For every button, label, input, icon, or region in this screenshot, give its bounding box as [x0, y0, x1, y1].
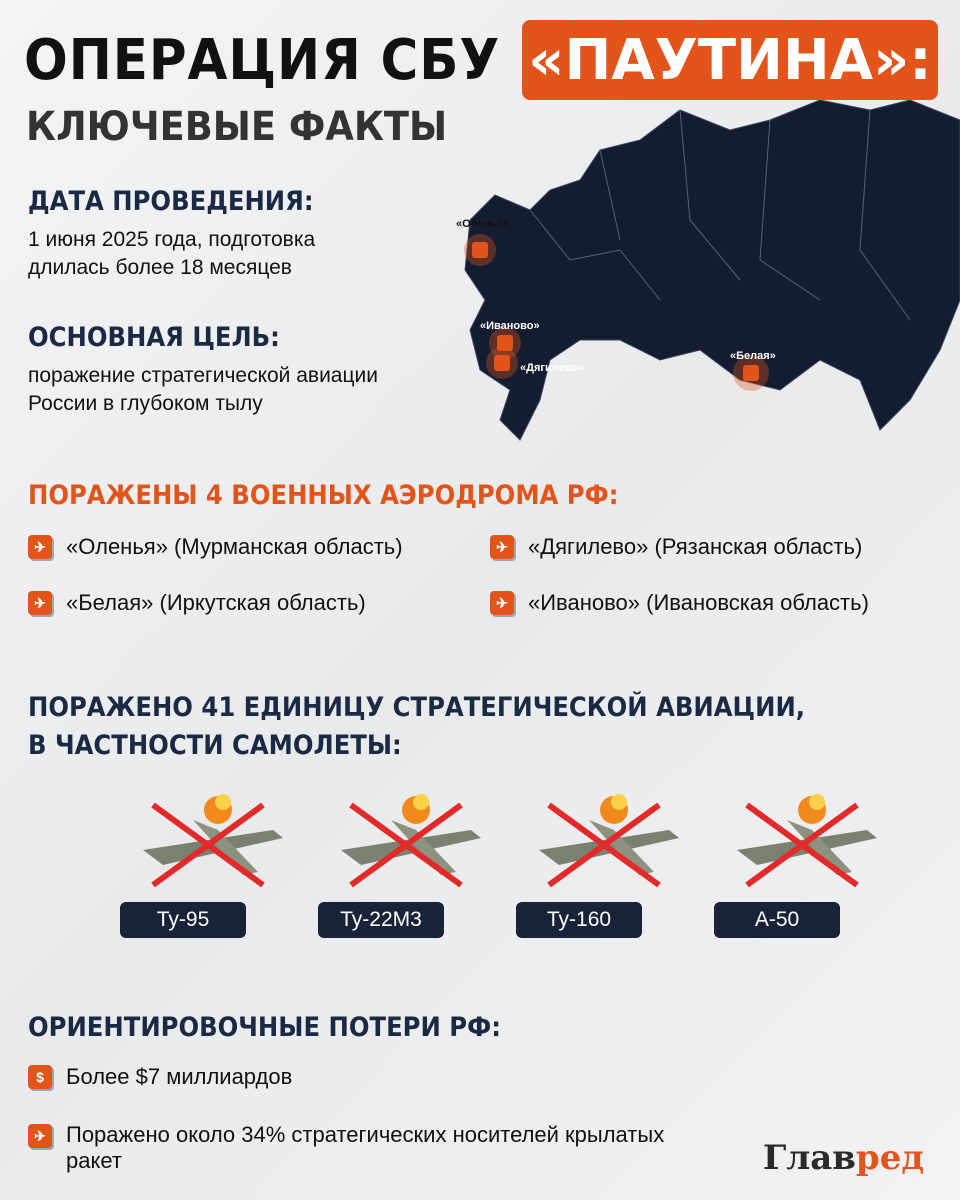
goal-text: поражение стратегической авиации России в… — [28, 364, 378, 415]
plane-label: Ту-22М3 — [318, 902, 444, 938]
title: ОПЕРАЦИЯ СБУ — [24, 28, 501, 93]
plane-image — [341, 794, 481, 888]
plane-label: Ту-95 — [120, 902, 246, 938]
plane-label: Ту-160 — [516, 902, 642, 938]
aircraft-heading: ПОРАЖЕНО 41 ЕДИНИЦУ СТРАТЕГИЧЕСКОЙ АВИАЦ… — [28, 692, 806, 723]
loss-item: $ Более $7 миллиардов — [28, 1064, 292, 1090]
russia-map — [464, 100, 960, 441]
airfield-item: ✈ «Оленья» (Мурманская область) — [28, 534, 403, 560]
map-markers — [464, 234, 769, 391]
airfield-item: ✈ «Иваново» (Ивановская область) — [490, 590, 869, 616]
airfield-item: ✈ «Белая» (Иркутская область) — [28, 590, 366, 616]
airfield-icon: ✈ — [490, 535, 514, 559]
plane-label: А-50 — [714, 902, 840, 938]
map-label-belaya: «Белая» — [730, 350, 776, 362]
airfield-item: ✈ «Дягилево» (Рязанская область) — [490, 534, 862, 560]
date-text: 1 июня 2025 года, подготовка длилась боле… — [28, 228, 316, 279]
goal-heading: ОСНОВНАЯ ЦЕЛЬ: — [28, 322, 280, 353]
loss-item: ✈ Поражено около 34% стратегических носит… — [28, 1122, 664, 1174]
airfield-icon: ✈ — [490, 591, 514, 615]
glavred-logo: Главред — [762, 1138, 924, 1178]
dollar-icon: $ — [28, 1065, 52, 1089]
aircraft-heading-2: В ЧАСТНОСТИ САМОЛЕТЫ: — [28, 730, 402, 761]
map-label-ivanovo: «Иваново» — [480, 320, 540, 332]
airfield-icon: ✈ — [28, 591, 52, 615]
date-heading: ДАТА ПРОВЕДЕНИЯ: — [28, 186, 314, 217]
plane-image — [143, 794, 283, 888]
title-highlight: «ПАУТИНА»: — [522, 20, 938, 100]
map-label-olenya: «Оленья» — [456, 218, 510, 230]
airfields-heading: ПОРАЖЕНЫ 4 ВОЕННЫХ АЭРОДРОМА РФ: — [28, 480, 619, 511]
airfield-icon: ✈ — [28, 535, 52, 559]
plane-image — [737, 794, 877, 888]
map-label-dyagilevo: «Дягилево» — [520, 362, 585, 374]
subtitle: КЛЮЧЕВЫЕ ФАКТЫ — [26, 104, 448, 150]
losses-heading: ОРИЕНТИРОВОЧНЫЕ ПОТЕРИ РФ: — [28, 1012, 501, 1043]
plane-image — [539, 794, 679, 888]
crossed-plane-icon: ✈ — [28, 1124, 52, 1148]
